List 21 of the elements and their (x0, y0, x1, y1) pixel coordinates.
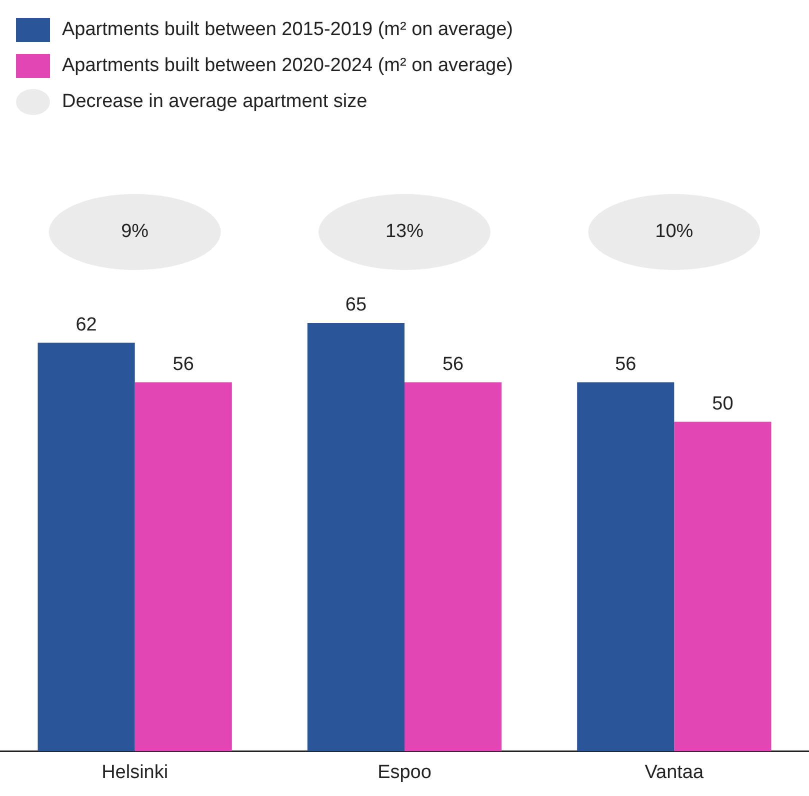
text: 10% (655, 221, 694, 242)
x-tick-label: Espoo (378, 762, 432, 783)
text: 13% (385, 221, 424, 242)
bar (577, 382, 674, 752)
bar (674, 422, 772, 752)
data-label: 56 (442, 354, 464, 375)
x-tick-label: Vantaa (644, 762, 704, 783)
bar (38, 342, 135, 752)
x-tick-label: Helsinki (102, 762, 168, 783)
data-label: 56 (172, 354, 194, 375)
legend-label: Apartments built between 2020-2024 (m² on average) (62, 55, 513, 77)
data-label: 65 (345, 294, 367, 316)
bar (134, 382, 232, 752)
data-label: 50 (712, 394, 734, 415)
bar (404, 382, 502, 752)
text: Decrease in average apartment size (62, 91, 368, 113)
data-label: 62 (76, 314, 97, 336)
legend-label: Apartments built between 2015-2019 (m² on average) (62, 19, 513, 41)
text: 9% (121, 221, 149, 242)
data-label: 56 (615, 354, 636, 375)
bar (307, 322, 404, 752)
